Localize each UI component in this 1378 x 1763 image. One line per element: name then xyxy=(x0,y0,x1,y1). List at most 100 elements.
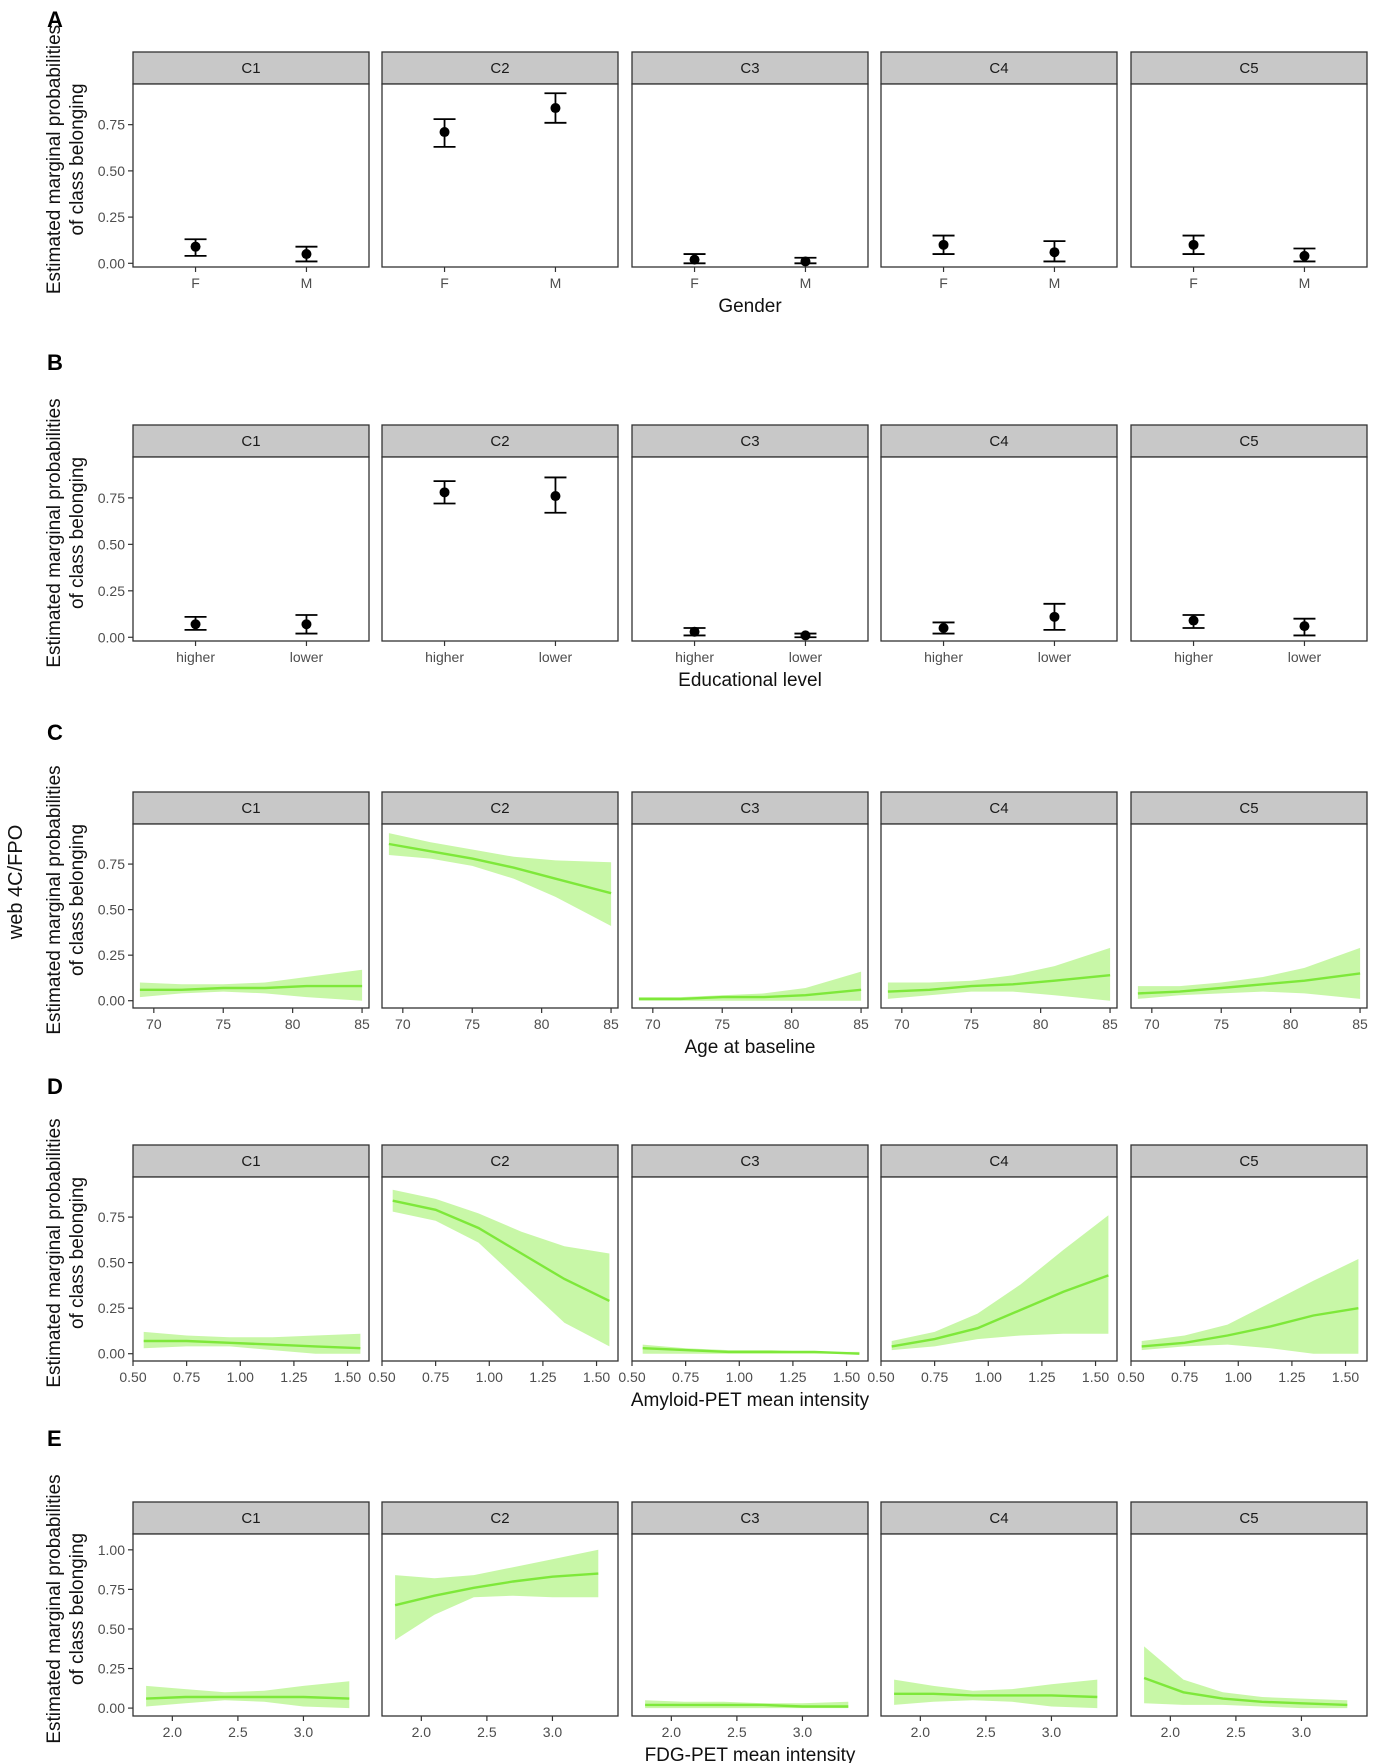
facet-C2: C2 0.50 0.75 1.00 1.25 1.50 xyxy=(368,1144,619,1385)
data-point xyxy=(1188,239,1199,250)
series-line xyxy=(891,1274,1109,1348)
plot-panel xyxy=(631,1176,869,1362)
y-axis-title: Estimated marginal probabilities xyxy=(44,1118,65,1387)
y-tick-label: 0.50 xyxy=(98,1621,125,1637)
x-tick-label: 2.5 xyxy=(1226,1724,1246,1740)
x-tick-label: F xyxy=(1189,275,1198,291)
confidence-ribbon xyxy=(392,1189,610,1347)
facet-strip xyxy=(381,424,619,458)
facet-C5: C5 F M xyxy=(1130,51,1368,291)
x-tick-label: 1.25 xyxy=(779,1369,806,1385)
panel-letter: D xyxy=(47,1074,63,1099)
x-tick-label: lower xyxy=(539,649,573,665)
x-tick-label: F xyxy=(690,275,699,291)
x-tick-label: 85 xyxy=(603,1016,619,1032)
panel-D: D Estimated marginal probabilities of clas… xyxy=(44,1074,1368,1411)
data-point xyxy=(689,626,700,637)
y-tick-label: 0.75 xyxy=(98,117,125,133)
confidence-ribbon xyxy=(638,971,862,1001)
x-tick-label: 85 xyxy=(1102,1016,1118,1032)
facet-C4: C4 F M xyxy=(880,51,1118,291)
facet-label: C2 xyxy=(490,433,509,450)
x-tick-label: 0.50 xyxy=(867,1369,894,1385)
x-tick-label: 0.50 xyxy=(368,1369,395,1385)
series-line xyxy=(146,1695,350,1700)
facet-label: C5 xyxy=(1239,433,1258,450)
facet-label: C2 xyxy=(490,800,509,817)
facet-strip xyxy=(1130,1144,1368,1178)
facet-C1: C1 0.50 0.75 1.00 1.25 1.50 xyxy=(119,1144,370,1385)
x-tick-label: 70 xyxy=(1144,1016,1160,1032)
facet-C3: C3 2.0 2.5 3.0 xyxy=(631,1501,869,1740)
facet-C2: C2 70 75 80 85 xyxy=(381,791,619,1032)
confidence-ribbon xyxy=(395,1549,599,1640)
x-tick-label: 75 xyxy=(714,1016,730,1032)
x-tick-label: 0.50 xyxy=(119,1369,146,1385)
x-tick-label: 3.0 xyxy=(793,1724,813,1740)
data-point xyxy=(1188,615,1199,626)
x-tick-label: higher xyxy=(1174,649,1213,665)
y-tick-label: 0.75 xyxy=(98,856,125,872)
facet-C5: C5 higher lower xyxy=(1130,424,1368,665)
y-tick-label: 1.00 xyxy=(98,1542,125,1558)
series-line xyxy=(645,1703,849,1708)
panel-B: B Estimated marginal probabilities of clas… xyxy=(44,350,1368,691)
facet-strip xyxy=(381,1144,619,1178)
x-tick-label: 1.50 xyxy=(1332,1369,1359,1385)
x-tick-label: 3.0 xyxy=(294,1724,314,1740)
x-tick-label: 1.00 xyxy=(726,1369,753,1385)
facet-label: C5 xyxy=(1239,1153,1258,1170)
x-tick-label: 2.5 xyxy=(228,1724,248,1740)
facet-label: C1 xyxy=(241,1510,260,1527)
x-tick-label: 2.5 xyxy=(477,1724,497,1740)
data-point xyxy=(439,127,450,138)
facet-strip xyxy=(880,424,1118,458)
y-tick-label: 0.00 xyxy=(98,629,125,645)
confidence-ribbon xyxy=(1137,947,1361,999)
facet-label: C4 xyxy=(989,1153,1008,1170)
facet-C3: C3 0.50 0.75 1.00 1.25 1.50 xyxy=(618,1144,869,1385)
x-tick-label: 0.50 xyxy=(1117,1369,1144,1385)
data-point xyxy=(1049,247,1060,258)
facet-label: C4 xyxy=(989,800,1008,817)
x-tick-label: higher xyxy=(425,649,464,665)
facet-strip xyxy=(1130,424,1368,458)
series-line xyxy=(1141,1307,1359,1348)
plot-panel xyxy=(132,456,370,642)
plot-panel xyxy=(381,83,619,268)
x-tick-label: 1.50 xyxy=(1082,1369,1109,1385)
facet-label: C3 xyxy=(740,800,759,817)
facet-strip xyxy=(880,1501,1118,1535)
facet-C4: C4 higher lower xyxy=(880,424,1118,665)
x-tick-label: 75 xyxy=(215,1016,231,1032)
facet-C3: C3 higher lower xyxy=(631,424,869,665)
series-line xyxy=(139,984,363,991)
x-tick-label: 0.75 xyxy=(921,1369,948,1385)
y-axis-title: Estimated marginal probabilities xyxy=(44,1474,65,1743)
x-tick-label: 80 xyxy=(285,1016,301,1032)
y-tick-label: 0.25 xyxy=(98,583,125,599)
x-tick-label: lower xyxy=(789,649,823,665)
facet-label: C2 xyxy=(490,1153,509,1170)
facet-strip xyxy=(132,791,370,825)
x-tick-label: 2.0 xyxy=(163,1724,183,1740)
y-tick-label: 0.75 xyxy=(98,1581,125,1597)
panel-E: E Estimated marginal probabilities of clas… xyxy=(44,1426,1368,1763)
facet-label: C1 xyxy=(241,60,260,77)
facet-strip xyxy=(631,1501,869,1535)
data-point xyxy=(301,619,312,630)
x-tick-label: 0.75 xyxy=(422,1369,449,1385)
facet-label: C4 xyxy=(989,1510,1008,1527)
facet-label: C2 xyxy=(490,1510,509,1527)
y-axis-title: of class belonging xyxy=(67,83,88,235)
facet-strip xyxy=(381,791,619,825)
data-point xyxy=(190,241,201,252)
y-axis-title: of class belonging xyxy=(67,457,88,609)
x-tick-label: 1.00 xyxy=(476,1369,503,1385)
facet-strip xyxy=(132,51,370,85)
y-axis-title: Estimated marginal probabilities xyxy=(44,765,65,1034)
y-tick-label: 0.25 xyxy=(98,1300,125,1316)
facet-label: C5 xyxy=(1239,1510,1258,1527)
x-tick-label: 85 xyxy=(1352,1016,1368,1032)
